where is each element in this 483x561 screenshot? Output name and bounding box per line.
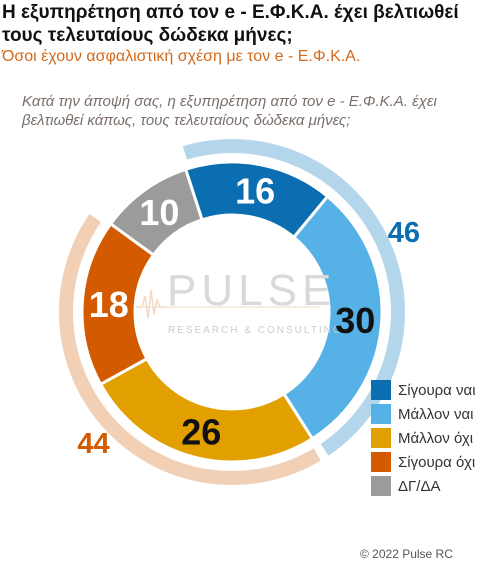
slice-label-μάλλον-όχι: 26 (181, 412, 221, 453)
legend-swatch (371, 452, 391, 472)
copyright: © 2022 Pulse RC (360, 547, 453, 561)
legend-item-μάλλον-ναι: Μάλλον ναι (371, 404, 476, 424)
pulse-watermark: PULSE RESEARCH & CONSULTING (135, 266, 343, 336)
legend-swatch (371, 380, 391, 400)
group-ring-1 (59, 214, 321, 485)
legend-item-σίγουρα-ναι: Σίγουρα ναι (371, 380, 476, 400)
group-label-0: 46 (388, 217, 420, 249)
chart-subtitle: Όσοι έχουν ασφαλιστική σχέση με τον e - … (2, 48, 361, 65)
group-label-1: 44 (77, 428, 109, 460)
legend-swatch (371, 476, 391, 496)
legend-label: Σίγουρα ναι (398, 381, 476, 399)
slice-label-μάλλον-ναι: 30 (335, 300, 375, 341)
legend-swatch (371, 428, 391, 448)
slice-label-σίγουρα-όχι: 18 (89, 284, 129, 325)
slice-δγ-δα (108, 167, 204, 258)
legend-item-σίγουρα-όχι: Σίγουρα όχι (371, 452, 476, 472)
slice-label-σίγουρα-ναι: 16 (235, 171, 275, 212)
legend-label: ΔΓ/ΔΑ (398, 477, 441, 495)
chart-title: Η εξυπηρέτηση από τον e - Ε.Φ.Κ.Α. έχει … (2, 2, 459, 46)
watermark-tagline: RESEARCH & CONSULTING (168, 325, 343, 336)
legend-label: Μάλλον όχι (398, 429, 474, 447)
legend-swatch (371, 404, 391, 424)
slice-μάλλον-ναι (281, 194, 384, 441)
legend-label: Σίγουρα όχι (398, 453, 476, 471)
legend-item-μάλλον-όχι: Μάλλον όχι (371, 428, 476, 448)
legend-item-δγ-δα: ΔΓ/ΔΑ (371, 476, 476, 496)
slice-μάλλον-όχι (98, 356, 315, 464)
chart-legend: Σίγουρα ναι Μάλλον ναι Μάλλον όχι Σίγουρα ό… (371, 380, 476, 500)
survey-question: Κατά την άποψή σας, η εξυπηρέτηση από το… (22, 93, 437, 129)
watermark-name: PULSE (167, 266, 336, 315)
legend-label: Μάλλον ναι (398, 405, 474, 423)
slice-label-δγ-δα: 10 (139, 192, 179, 233)
